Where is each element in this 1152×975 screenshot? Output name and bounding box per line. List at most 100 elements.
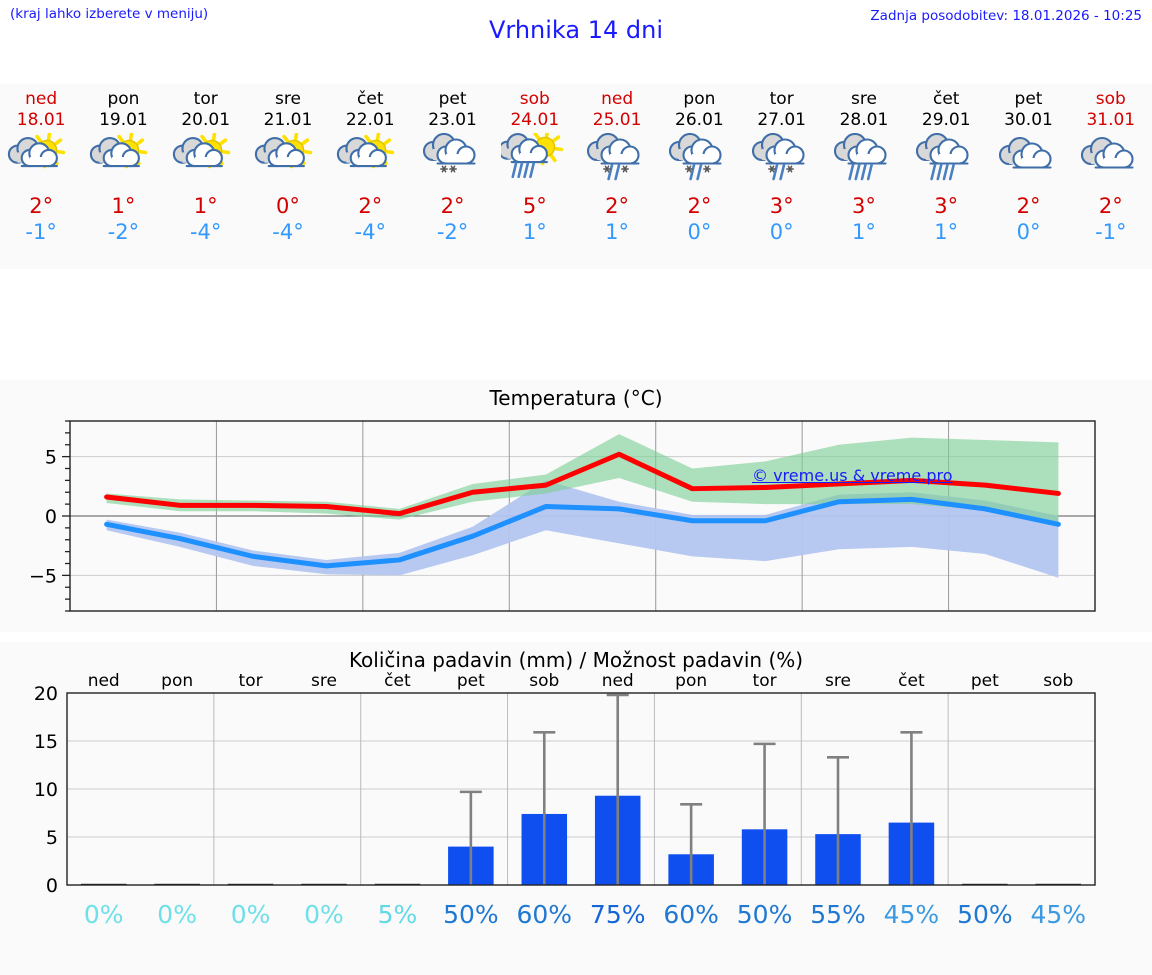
day-column[interactable]: pet 23.01 2° -2°	[411, 84, 493, 269]
temperature-max: 2°	[687, 194, 712, 218]
precip-day-label: sre	[825, 671, 851, 691]
temperature-max: 1°	[111, 194, 136, 218]
weather-icon-wrapper	[741, 133, 823, 189]
copyright-link[interactable]: © vreme.us & vreme.pro	[752, 466, 953, 485]
precip-day-label: pet	[457, 671, 485, 691]
cloud-sleet-icon	[669, 133, 722, 181]
day-column[interactable]: sob 24.01 5° 1°	[494, 84, 576, 269]
temperature-min: -2°	[436, 220, 469, 244]
day-column[interactable]: tor 27.01 3° 0°	[741, 84, 823, 269]
precipitation-probability-label: 75%	[590, 900, 646, 929]
day-name: sre	[275, 89, 301, 109]
weather-icon-wrapper	[1070, 133, 1152, 189]
precip-day-label: sob	[529, 671, 559, 691]
day-date: 18.01	[16, 110, 66, 130]
temp-y-tick-label: −5	[29, 565, 57, 587]
precip-day-label: tor	[753, 671, 777, 691]
day-name: čet	[357, 89, 384, 109]
temperature-max: 3°	[934, 194, 959, 218]
day-date: 21.01	[263, 110, 313, 130]
temperature-max: 3°	[769, 194, 794, 218]
day-name: tor	[193, 89, 218, 109]
day-name: čet	[932, 89, 960, 109]
weather-icon-wrapper	[658, 133, 740, 189]
temperature-min: 1°	[852, 220, 876, 244]
day-date: 25.01	[592, 110, 642, 130]
precip-day-label: ned	[88, 671, 120, 691]
day-date: 20.01	[181, 110, 231, 130]
day-name: ned	[601, 89, 634, 109]
day-column[interactable]: ned 25.01 2° 1°	[576, 84, 658, 269]
precipitation-probability-label: 60%	[516, 900, 572, 929]
cloud-icon	[1080, 136, 1134, 169]
day-name: sob	[519, 89, 550, 109]
day-column[interactable]: ned 18.01 2° -1°	[0, 84, 82, 269]
day-column[interactable]: pon 19.01 1° -2°	[82, 84, 164, 269]
weather-icon-wrapper	[247, 133, 329, 189]
precip-y-tick-label: 5	[46, 827, 58, 849]
day-column[interactable]: čet 29.01 3° 1°	[905, 84, 987, 269]
day-column[interactable]: tor 20.01 1° -4°	[165, 84, 247, 269]
day-date: 30.01	[1004, 110, 1053, 130]
temperature-max: 0°	[276, 194, 300, 218]
temperature-max: 2°	[29, 194, 54, 218]
temperature-min: -4°	[272, 220, 304, 244]
precip-day-label: sob	[1043, 671, 1073, 691]
precip-day-label: sre	[311, 671, 337, 691]
temperature-chart-title: Temperatura (°C)	[489, 386, 663, 410]
day-column[interactable]: sre 21.01 0° -4°	[247, 84, 329, 269]
temperature-min: 1°	[605, 220, 630, 244]
day-date: 29.01	[921, 110, 971, 130]
temperature-max: 2°	[1098, 194, 1123, 218]
weather-icon-wrapper	[165, 133, 247, 189]
day-name: tor	[769, 89, 794, 109]
day-column[interactable]: sob 31.01 2° -1°	[1070, 84, 1152, 269]
temperature-min: 0°	[1016, 220, 1041, 244]
precip-day-label: pon	[675, 671, 707, 691]
temperature-min: 1°	[522, 220, 547, 244]
sun-cloud-icon	[90, 133, 148, 169]
precipitation-probability-label: 45%	[1030, 900, 1086, 929]
temperature-min: -1°	[25, 220, 57, 244]
weather-icon-wrapper	[0, 133, 82, 189]
cloud-icon	[998, 136, 1052, 169]
cloud-sleet-icon	[751, 133, 805, 181]
day-date: 27.01	[757, 110, 806, 130]
sun-cloud-icon	[172, 133, 230, 169]
precip-y-tick-label: 20	[34, 683, 58, 705]
sun-cloud-rain-icon	[500, 133, 564, 179]
precipitation-probability-label: 60%	[663, 900, 719, 929]
precipitation-chart-svg: 20 15 10 5 0 ned pon tor sre čet pet sob ned pon tor sr…	[34, 671, 1096, 929]
temperature-max: 5°	[522, 194, 547, 218]
precipitation-probability-label: 55%	[810, 900, 866, 929]
precipitation-probability-label: 50%	[957, 900, 1013, 929]
weather-icon-wrapper	[576, 133, 658, 189]
precip-day-label: ned	[602, 671, 634, 691]
day-name: sob	[1095, 89, 1126, 109]
day-column[interactable]: sre 28.01 3° 1°	[823, 84, 905, 269]
day-column[interactable]: pet 30.01 2° 0°	[987, 84, 1069, 269]
day-date: 31.01	[1086, 110, 1136, 130]
cloud-rain-icon	[833, 133, 887, 181]
temperature-min: 0°	[687, 220, 712, 244]
precip-day-label: pet	[971, 671, 999, 691]
sun-cloud-icon	[254, 133, 313, 169]
menu-hint-text: (kraj lahko izberete v meniju)	[10, 6, 209, 22]
precip-y-tick-label: 0	[46, 875, 58, 897]
last-update-text: Zadnja posodobitev: 18.01.2026 - 10:25	[870, 8, 1142, 24]
day-date: 23.01	[428, 110, 477, 130]
precip-day-label: tor	[239, 671, 263, 691]
precipitation-probability-label: 50%	[443, 900, 499, 929]
day-column[interactable]: čet 22.01 2° -4°	[329, 84, 411, 269]
cloud-snow-icon	[422, 133, 476, 173]
temperature-max: 3°	[852, 194, 876, 218]
weather-icon-wrapper	[987, 133, 1069, 189]
precipitation-probability-label: 0%	[304, 900, 344, 929]
day-date: 19.01	[99, 110, 148, 130]
temperature-min: 1°	[934, 220, 959, 244]
day-date: 24.01	[510, 110, 560, 130]
precip-day-label: čet	[384, 671, 411, 691]
day-column[interactable]: pon 26.01 2° 0°	[658, 84, 740, 269]
temp-y-tick-label: 5	[45, 447, 57, 469]
day-date: 26.01	[675, 110, 724, 130]
